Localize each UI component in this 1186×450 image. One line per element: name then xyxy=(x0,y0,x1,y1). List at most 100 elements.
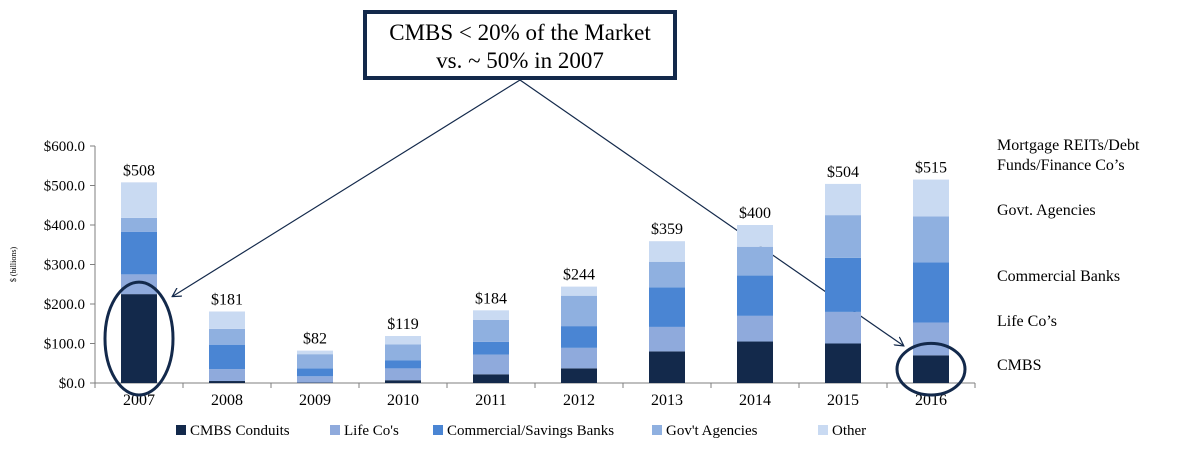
right-labels: Mortgage REITs/Debt Funds/Finance Co’s Gov… xyxy=(997,137,1140,374)
y-axis-label: $ (billions) xyxy=(9,247,18,283)
y-tick-label: $300.0 xyxy=(44,258,85,274)
legend-label: Commercial/Savings Banks xyxy=(447,423,614,439)
bar-segment xyxy=(649,241,685,262)
bar-segment xyxy=(561,326,597,348)
x-tick-label: 2008 xyxy=(211,392,243,409)
legend-label: Gov't Agencies xyxy=(666,423,758,439)
callout-box: CMBS < 20% of the Market vs. ~ 50% in 20… xyxy=(363,10,677,80)
right-label: Life Co’s xyxy=(997,313,1057,330)
bar-segment xyxy=(737,225,773,247)
y-tick-label: $100.0 xyxy=(44,337,85,353)
callout-line-2: vs. ~ 50% in 2007 xyxy=(436,48,604,73)
bar-segment xyxy=(473,319,509,342)
legend-label: Other xyxy=(832,423,866,439)
bar-segment xyxy=(385,344,421,361)
bar-segment xyxy=(209,328,245,345)
x-tick-label: 2012 xyxy=(563,392,595,409)
bar-segment xyxy=(561,347,597,369)
bars xyxy=(121,179,949,383)
legend-swatch xyxy=(652,425,662,435)
bar-segment xyxy=(913,355,949,383)
bar-segment xyxy=(913,322,949,356)
y-tick-label: $400.0 xyxy=(44,218,85,234)
highlight-ellipse xyxy=(895,341,967,397)
bar-segment xyxy=(385,360,421,369)
bar-segment xyxy=(737,275,773,316)
right-label: Govt. Agencies xyxy=(997,202,1096,219)
legend-label: CMBS Conduits xyxy=(190,423,290,439)
total-label: $184 xyxy=(475,290,507,307)
bar-segment xyxy=(473,354,509,375)
bar-segment xyxy=(121,294,157,383)
right-label: CMBS xyxy=(997,357,1041,374)
y-tick-label: $500.0 xyxy=(44,179,85,195)
x-tick-label: 2015 xyxy=(827,392,859,409)
bar-segment xyxy=(473,341,509,355)
bar-segment xyxy=(737,315,773,342)
total-label: $244 xyxy=(563,267,595,284)
total-label: $508 xyxy=(123,162,155,179)
legend-swatch xyxy=(330,425,340,435)
bar-segment xyxy=(913,179,949,217)
right-label: Mortgage REITs/Debt Funds/Finance Co’s xyxy=(997,137,1140,174)
x-tick-label: 2011 xyxy=(475,392,506,409)
bar-segment xyxy=(649,326,685,352)
bar-segment xyxy=(385,335,421,345)
x-tick-label: 2014 xyxy=(739,392,771,409)
bar-segment xyxy=(209,311,245,329)
bar-segment xyxy=(385,368,421,381)
arrow-to-2007 xyxy=(173,79,521,296)
bar-segment xyxy=(297,376,333,383)
bar-segment xyxy=(209,381,245,383)
x-tick-label: 2016 xyxy=(915,392,947,409)
bar-segment xyxy=(561,295,597,327)
x-tick-label: 2007 xyxy=(123,392,155,409)
bar-segment xyxy=(649,287,685,327)
callout-line-1: CMBS < 20% of the Market xyxy=(389,20,651,45)
bar-segment xyxy=(825,215,861,258)
bar-segment xyxy=(913,262,949,323)
bar-segment xyxy=(913,216,949,263)
bar-segment xyxy=(121,231,157,275)
right-label-line: Funds/Finance Co’s xyxy=(997,157,1125,174)
bar-segment xyxy=(121,182,157,218)
total-label: $82 xyxy=(303,331,327,348)
bar-segment xyxy=(297,350,333,355)
bar-segment xyxy=(737,246,773,276)
total-label: $181 xyxy=(211,292,243,309)
bar-segment xyxy=(209,344,245,370)
bar-segment xyxy=(825,311,861,344)
bar-segment xyxy=(561,368,597,383)
legend-swatch xyxy=(433,425,443,435)
total-label: $504 xyxy=(827,164,859,181)
right-label: Commercial Banks xyxy=(997,268,1120,285)
legend-swatch xyxy=(176,425,186,435)
bar-segment xyxy=(825,183,861,216)
bar-segment xyxy=(737,341,773,383)
x-tick-label: 2010 xyxy=(387,392,419,409)
y-tick-label: $0.0 xyxy=(59,376,85,392)
bar-segment xyxy=(297,354,333,369)
bar-segment xyxy=(825,257,861,312)
callout-arrows xyxy=(173,79,903,345)
total-label: $515 xyxy=(915,160,947,177)
x-tick-label: 2009 xyxy=(299,392,331,409)
bar-segment xyxy=(473,310,509,320)
highlights xyxy=(103,280,967,397)
total-labels: $508 $181 $82 $119 $184 $244 $359 $400 $504 $515 xyxy=(123,160,947,348)
bar-segment xyxy=(473,374,509,383)
total-label: $400 xyxy=(739,205,771,222)
x-tick-label: 2013 xyxy=(651,392,683,409)
bar-segment xyxy=(561,286,597,296)
legend: CMBS Conduits Life Co's Commercial/Savings… xyxy=(176,423,866,439)
y-tick-label: $200.0 xyxy=(44,297,85,313)
y-tick-label: $600.0 xyxy=(44,139,85,155)
legend-label: Life Co's xyxy=(344,423,399,439)
right-label-line: Mortgage REITs/Debt xyxy=(997,137,1140,154)
bar-segment xyxy=(649,261,685,288)
bar-segment xyxy=(121,217,157,232)
bar-segment xyxy=(297,368,333,377)
bar-segment xyxy=(649,351,685,383)
total-label: $359 xyxy=(651,221,683,238)
